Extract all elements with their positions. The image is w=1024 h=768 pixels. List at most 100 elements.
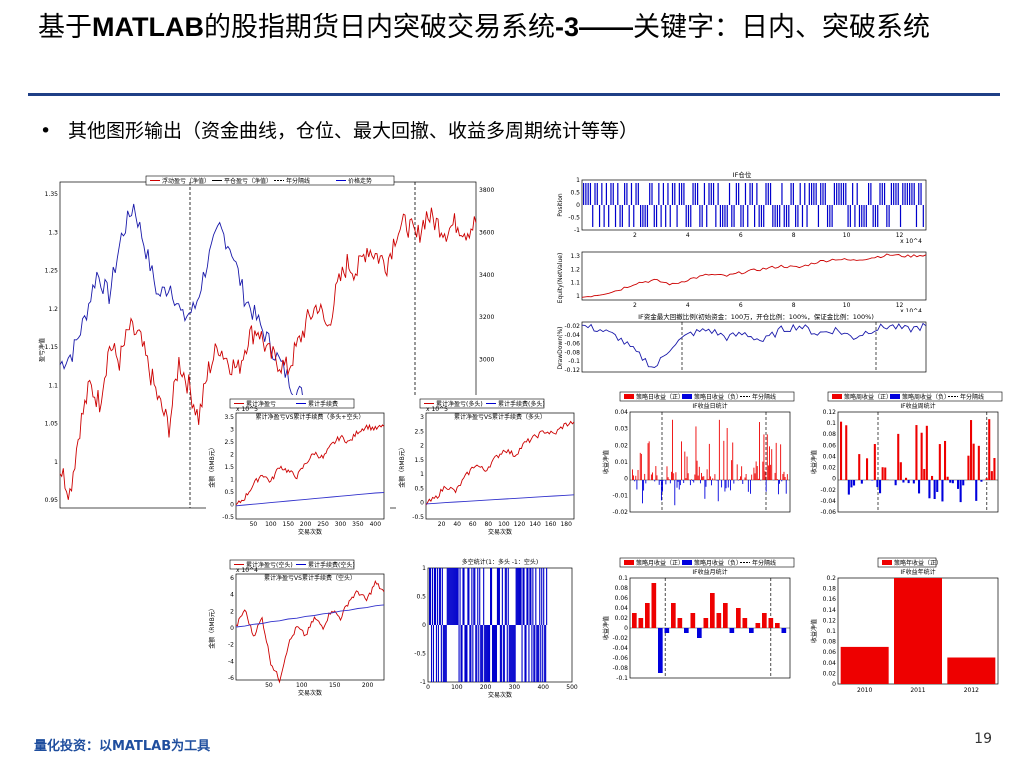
ls-bar-82	[509, 625, 511, 682]
monthly-bar-11	[703, 618, 709, 628]
net-vs-fee-long-y-tick-4: 1	[420, 471, 424, 478]
daily-return-y-tick-1: 0.03	[615, 426, 629, 433]
position-bar-93	[795, 205, 797, 227]
daily-return-bar-67	[706, 469, 708, 480]
daily-return-bar-61	[699, 480, 701, 484]
daily-return-bar-89	[731, 460, 733, 480]
position-bar-89	[785, 205, 788, 227]
position-bar-133	[886, 205, 888, 227]
position-bar-66	[733, 205, 735, 227]
ls-xlabel: 交易次数	[488, 691, 512, 699]
daily-return-bar-72	[712, 478, 714, 480]
chart-monthly-return: 策略月收益（正） 策略月收益（负） 年分隔线 IF收益月统计 0.1 0.08 0.06 0.…	[600, 554, 802, 704]
daily-return-bar-129	[775, 442, 777, 480]
equity-curve-x-tick-3: 8	[792, 302, 796, 309]
monthly-y-tick-9: -0.08	[612, 665, 628, 672]
ls-bar-15	[443, 625, 445, 682]
daily-return-bar-82	[723, 440, 725, 480]
daily-return-bar-70	[710, 476, 711, 480]
position-bar-111	[836, 183, 838, 205]
daily-return-bar-102	[745, 474, 747, 480]
equity-main-left-tick-1: 1.3	[48, 229, 58, 236]
position-bar-49	[694, 183, 696, 205]
monthly-legend-swatch-1	[682, 560, 692, 565]
annual-title: IF收益年统计	[900, 568, 935, 576]
daily-return-bar-27	[662, 480, 663, 492]
daily-return-bar-9	[642, 480, 643, 504]
net-vs-fee-all-x-tick-3: 200	[300, 521, 312, 528]
weekly-return-bar-32	[923, 468, 926, 480]
position-bar-102	[815, 183, 817, 205]
monthly-y-tick-1: 0.08	[615, 585, 629, 592]
weekly-return-bar-46	[959, 480, 962, 503]
equity-main-right-tick-0: 3800	[479, 187, 494, 194]
position-bar-20	[628, 205, 630, 227]
daily-return-bar-131	[777, 480, 779, 495]
ls-bar-36	[464, 625, 466, 682]
daily-return-bar-14	[647, 443, 649, 480]
daily-return-bar-18	[652, 472, 653, 480]
weekly-return-bar-25	[905, 477, 908, 480]
ls-bar-112	[539, 568, 541, 625]
position-bar-127	[872, 205, 874, 227]
position-bar-137	[895, 183, 897, 205]
daily-return-bar-117	[762, 461, 764, 480]
monthly-bar-23	[781, 628, 787, 633]
ls-bar-25	[453, 568, 455, 625]
net-vs-fee-short-legend-box	[229, 559, 355, 570]
daily-return-bar-44	[681, 441, 682, 480]
daily-return-ylabel: 收益净值	[602, 450, 610, 474]
ls-bar-94	[521, 625, 523, 682]
net-vs-fee-all-net-line	[235, 423, 385, 506]
equity-main-ylabel: 盈亏净值	[38, 338, 46, 362]
ls-x-tick-0: 0	[426, 684, 430, 691]
ls-bar-4	[432, 625, 435, 682]
position-bar-36	[665, 205, 667, 227]
position-bar-71	[744, 183, 747, 205]
net-vs-fee-long-axes	[425, 412, 575, 520]
daily-return-y-tick-5: -0.01	[612, 492, 628, 499]
position-bar-0	[583, 183, 585, 205]
position-x-tick-2: 6	[739, 232, 743, 239]
position-bar-114	[842, 183, 845, 205]
daily-return-bar-120	[765, 480, 767, 492]
weekly-return-bar-10	[866, 458, 869, 480]
daily-return-bar-30	[665, 480, 667, 485]
annual-y-tick-6: 0.08	[823, 639, 837, 646]
weekly-return-y-tick-3: 0.06	[823, 442, 837, 449]
daily-return-y-tick-4: 0	[624, 476, 628, 483]
position-bar-61	[722, 205, 724, 227]
daily-return-bar-60	[698, 466, 700, 480]
ls-bar-17	[445, 625, 447, 682]
weekly-return-bar-34	[928, 480, 931, 499]
position-bar-52	[701, 205, 703, 227]
daily-return-bar-111	[755, 461, 757, 480]
monthly-bar-19	[755, 623, 761, 628]
net-vs-fee-long-legend-label-0: 累计净盈亏(多头)	[436, 400, 483, 408]
ls-bar-64	[491, 625, 494, 682]
ls-bar-46	[474, 568, 476, 625]
ls-bar-100	[527, 568, 529, 625]
ls-bar-81	[508, 625, 510, 682]
net-vs-fee-long-x-tick-1: 40	[453, 521, 461, 528]
ls-bar-31	[459, 568, 461, 625]
ls-bar-39	[467, 568, 469, 625]
daily-return-bar-83	[724, 480, 726, 492]
position-bar-115	[845, 183, 847, 205]
position-bar-141	[904, 183, 906, 205]
title-mid: 的股指期货日内突破交易系统	[203, 12, 555, 43]
ls-bar-86	[513, 625, 515, 682]
net-vs-fee-long-x-tick-2: 60	[469, 521, 477, 528]
daily-return-bar-101	[744, 477, 746, 480]
daily-return-bar-10	[643, 480, 645, 491]
annual-svg: 策略年收益（正）IF收益年统计 0.2 0.18 0.16 0.14 0.12 0.1 0.0…	[810, 557, 999, 694]
ls-bar-9	[437, 625, 439, 682]
monthly-ylabel: 收益净值	[602, 616, 610, 640]
bullet-item: • 其他图形输出（资金曲线，仓位、最大回撤、收益多周期统计等等）	[40, 116, 638, 143]
net-vs-fee-short-x-tick-2: 150	[329, 682, 341, 689]
weekly-return-bar-54	[980, 480, 983, 482]
daily-return-bar-107	[751, 474, 753, 480]
monthly-bar-15	[729, 628, 735, 633]
net-vs-fee-all-y-tick-4: 1.5	[224, 464, 234, 471]
position-bar-80	[765, 183, 767, 205]
